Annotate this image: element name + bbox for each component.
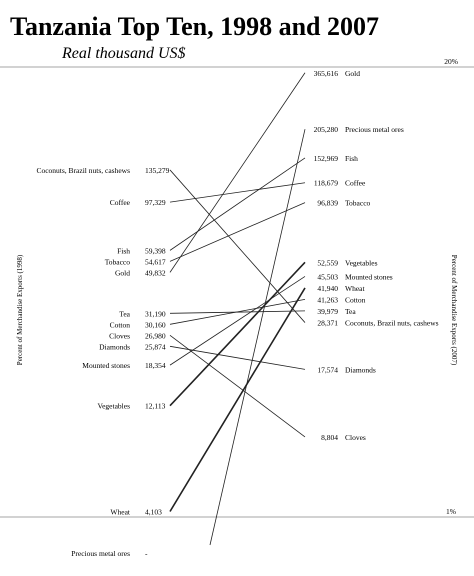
right-name-cloves: Cloves <box>345 433 366 442</box>
left-name-gold: Gold <box>115 268 130 277</box>
slope-line-precious-metal-ores <box>209 129 306 546</box>
slope-line-mounted-stones <box>169 276 306 366</box>
right-name-tobacco: Tobacco <box>345 199 371 208</box>
left-name-coconuts-brazil-nuts-cashews: Coconuts, Brazil nuts, cashews <box>36 166 130 175</box>
left-name-vegetables: Vegetables <box>98 402 131 411</box>
slope-line-wheat <box>169 287 306 512</box>
right-value-gold: 365,616 <box>314 69 339 78</box>
right-value-coffee: 118,679 <box>314 179 338 188</box>
slope-line-cotton <box>169 299 306 325</box>
right-value-fish: 152,969 <box>314 154 339 163</box>
left-name-fish: Fish <box>117 246 130 255</box>
right-name-coffee: Coffee <box>345 179 366 188</box>
slope-line-coffee <box>169 182 306 203</box>
right-name-wheat: Wheat <box>345 284 365 293</box>
left-name-mounted-stones: Mounted stones <box>82 361 130 370</box>
left-value-gold: 49,832 <box>145 268 166 277</box>
slope-line-fish <box>169 157 306 251</box>
left-value-fish: 59,398 <box>145 246 166 255</box>
left-value-coconuts-brazil-nuts-cashews: 135,279 <box>145 166 170 175</box>
left-value-precious-metal-ores: - <box>145 549 148 558</box>
left-name-tea: Tea <box>119 309 130 318</box>
chart-subtitle: Real thousand US$ <box>62 45 186 62</box>
left-name-diamonds: Diamonds <box>99 342 130 351</box>
right-name-coconuts-brazil-nuts-cashews: Coconuts, Brazil nuts, cashews <box>345 319 439 328</box>
slope-line-cloves <box>169 334 306 438</box>
left-name-precious-metal-ores: Precious metal ores <box>71 549 130 558</box>
left-value-wheat: 4,103 <box>145 508 162 517</box>
slope-line-diamonds <box>169 345 306 370</box>
right-name-diamonds: Diamonds <box>345 365 376 374</box>
left-value-coffee: 97,329 <box>145 198 166 207</box>
right-name-fish: Fish <box>345 154 358 163</box>
slope-line-tobacco <box>169 202 306 262</box>
right-value-tobacco: 96,839 <box>317 199 338 208</box>
right-name-mounted-stones: Mounted stones <box>345 272 393 281</box>
right-name-precious-metal-ores: Precious metal ores <box>345 125 404 134</box>
slope-line-gold <box>169 72 306 273</box>
right-value-vegetables: 52,559 <box>317 258 338 267</box>
right-name-gold: Gold <box>345 69 360 78</box>
left-value-cotton: 30,160 <box>145 320 166 329</box>
left-name-wheat: Wheat <box>110 508 130 517</box>
right-name-vegetables: Vegetables <box>345 258 378 267</box>
right-value-tea: 39,979 <box>317 307 338 316</box>
slope-line-vegetables <box>169 261 306 407</box>
right-value-mounted-stones: 45,503 <box>317 272 338 281</box>
chart-title: Tanzania Top Ten, 1998 and 2007 <box>10 12 379 41</box>
left-value-cloves: 26,980 <box>145 331 166 340</box>
right-name-cotton: Cotton <box>345 295 366 304</box>
top-right-marker: 20% <box>444 57 458 66</box>
right-value-cotton: 41,263 <box>317 295 338 304</box>
left-value-vegetables: 12,113 <box>145 402 166 411</box>
right-value-diamonds: 17,574 <box>317 365 338 374</box>
left-axis-label: Percent of Merchandise Exports (1998) <box>16 254 24 365</box>
left-value-mounted-stones: 18,354 <box>145 361 166 370</box>
bottom-right-marker: 1% <box>446 507 456 516</box>
right-axis-label: Percent of Merchandise Exports (2007) <box>450 255 458 366</box>
left-name-coffee: Coffee <box>110 198 131 207</box>
left-value-tea: 31,190 <box>145 309 166 318</box>
left-value-diamonds: 25,874 <box>145 342 166 351</box>
right-name-tea: Tea <box>345 307 356 316</box>
right-value-coconuts-brazil-nuts-cashews: 28,371 <box>317 319 338 328</box>
right-value-wheat: 41,940 <box>317 284 338 293</box>
right-value-cloves: 8,804 <box>321 433 338 442</box>
left-name-tobacco: Tobacco <box>105 257 131 266</box>
right-value-precious-metal-ores: 205,280 <box>314 125 339 134</box>
left-name-cotton: Cotton <box>110 320 131 329</box>
left-name-cloves: Cloves <box>109 331 130 340</box>
slope-line-coconuts-brazil-nuts-cashews <box>169 169 306 323</box>
left-value-tobacco: 54,617 <box>145 257 166 266</box>
